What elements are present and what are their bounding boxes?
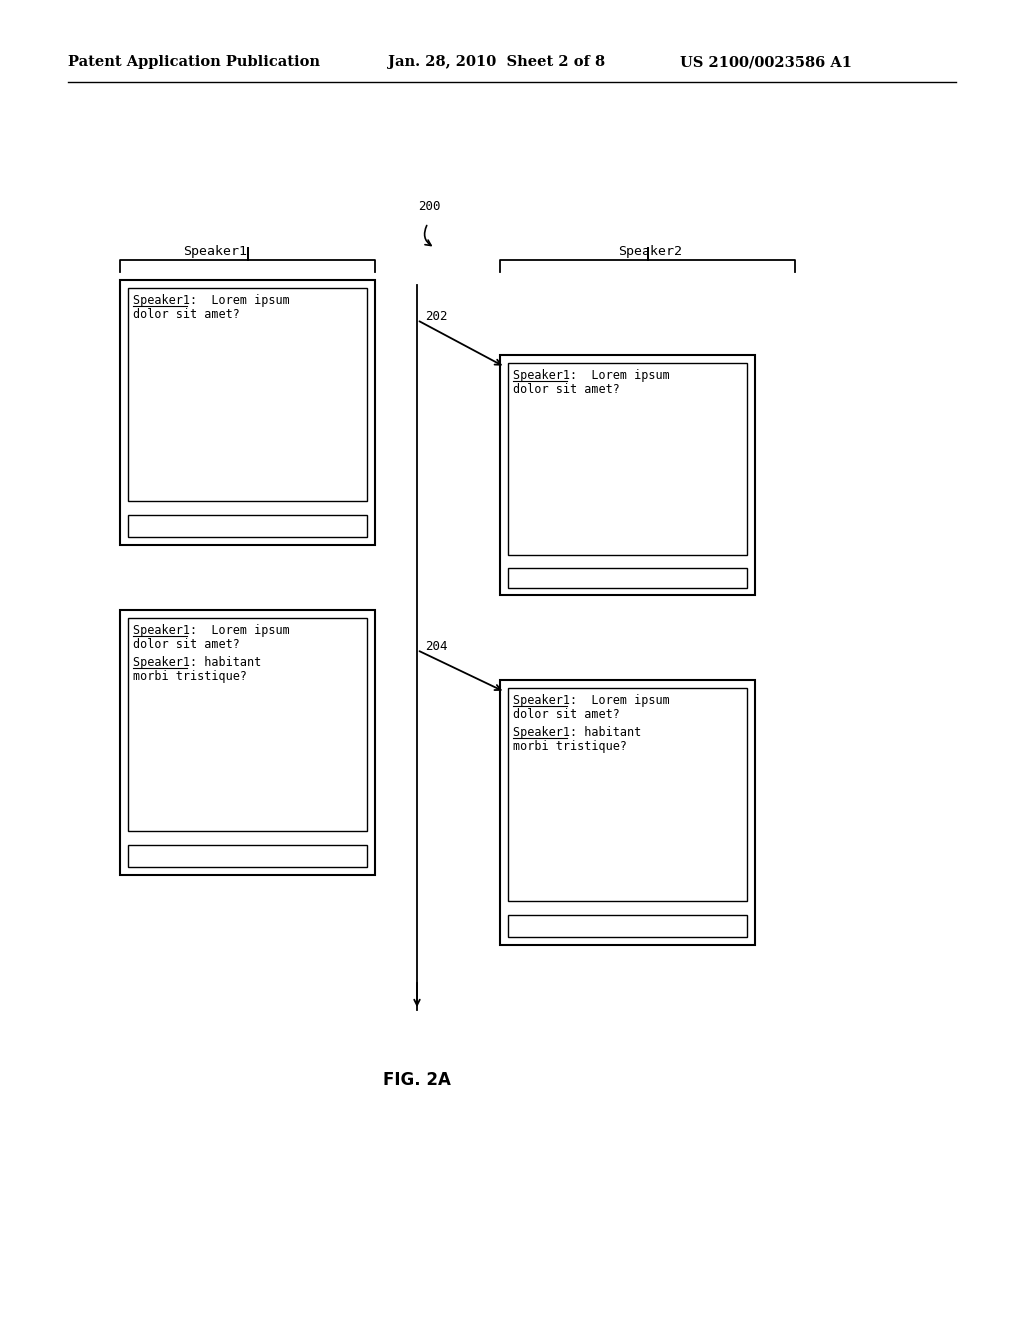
Text: Speaker1: habitant: Speaker1: habitant [513,726,641,739]
Text: dolor sit amet?: dolor sit amet? [513,708,620,721]
Text: Speaker1:  Lorem ipsum: Speaker1: Lorem ipsum [133,624,290,638]
Bar [128,845,367,867]
Bar [508,363,746,554]
Text: Speaker1: habitant: Speaker1: habitant [133,656,261,669]
Bar [508,568,746,587]
Text: dolor sit amet?: dolor sit amet? [133,308,240,321]
Text: 204: 204 [425,640,447,653]
Text: dolor sit amet?: dolor sit amet? [513,383,620,396]
Bar [508,915,746,937]
Bar [500,680,755,945]
Bar [128,288,367,502]
Bar [508,688,746,902]
Text: Speaker1:  Lorem ipsum: Speaker1: Lorem ipsum [133,294,290,308]
Bar [128,515,367,537]
Text: morbi tristique?: morbi tristique? [513,741,627,752]
Text: Speaker1: Speaker1 [183,246,247,259]
Bar [128,618,367,832]
Bar [120,280,375,545]
Text: dolor sit amet?: dolor sit amet? [133,638,240,651]
Bar [120,610,375,875]
Text: Jan. 28, 2010  Sheet 2 of 8: Jan. 28, 2010 Sheet 2 of 8 [388,55,605,69]
Text: FIG. 2A: FIG. 2A [383,1071,451,1089]
Text: Patent Application Publication: Patent Application Publication [68,55,319,69]
Text: 200: 200 [418,201,440,213]
Text: morbi tristique?: morbi tristique? [133,671,247,682]
Text: US 2100/0023586 A1: US 2100/0023586 A1 [680,55,852,69]
Text: 202: 202 [425,310,447,323]
Text: Speaker1:  Lorem ipsum: Speaker1: Lorem ipsum [513,370,670,381]
Text: Speaker2: Speaker2 [618,246,682,259]
Text: Speaker1:  Lorem ipsum: Speaker1: Lorem ipsum [513,694,670,708]
Bar [500,355,755,595]
